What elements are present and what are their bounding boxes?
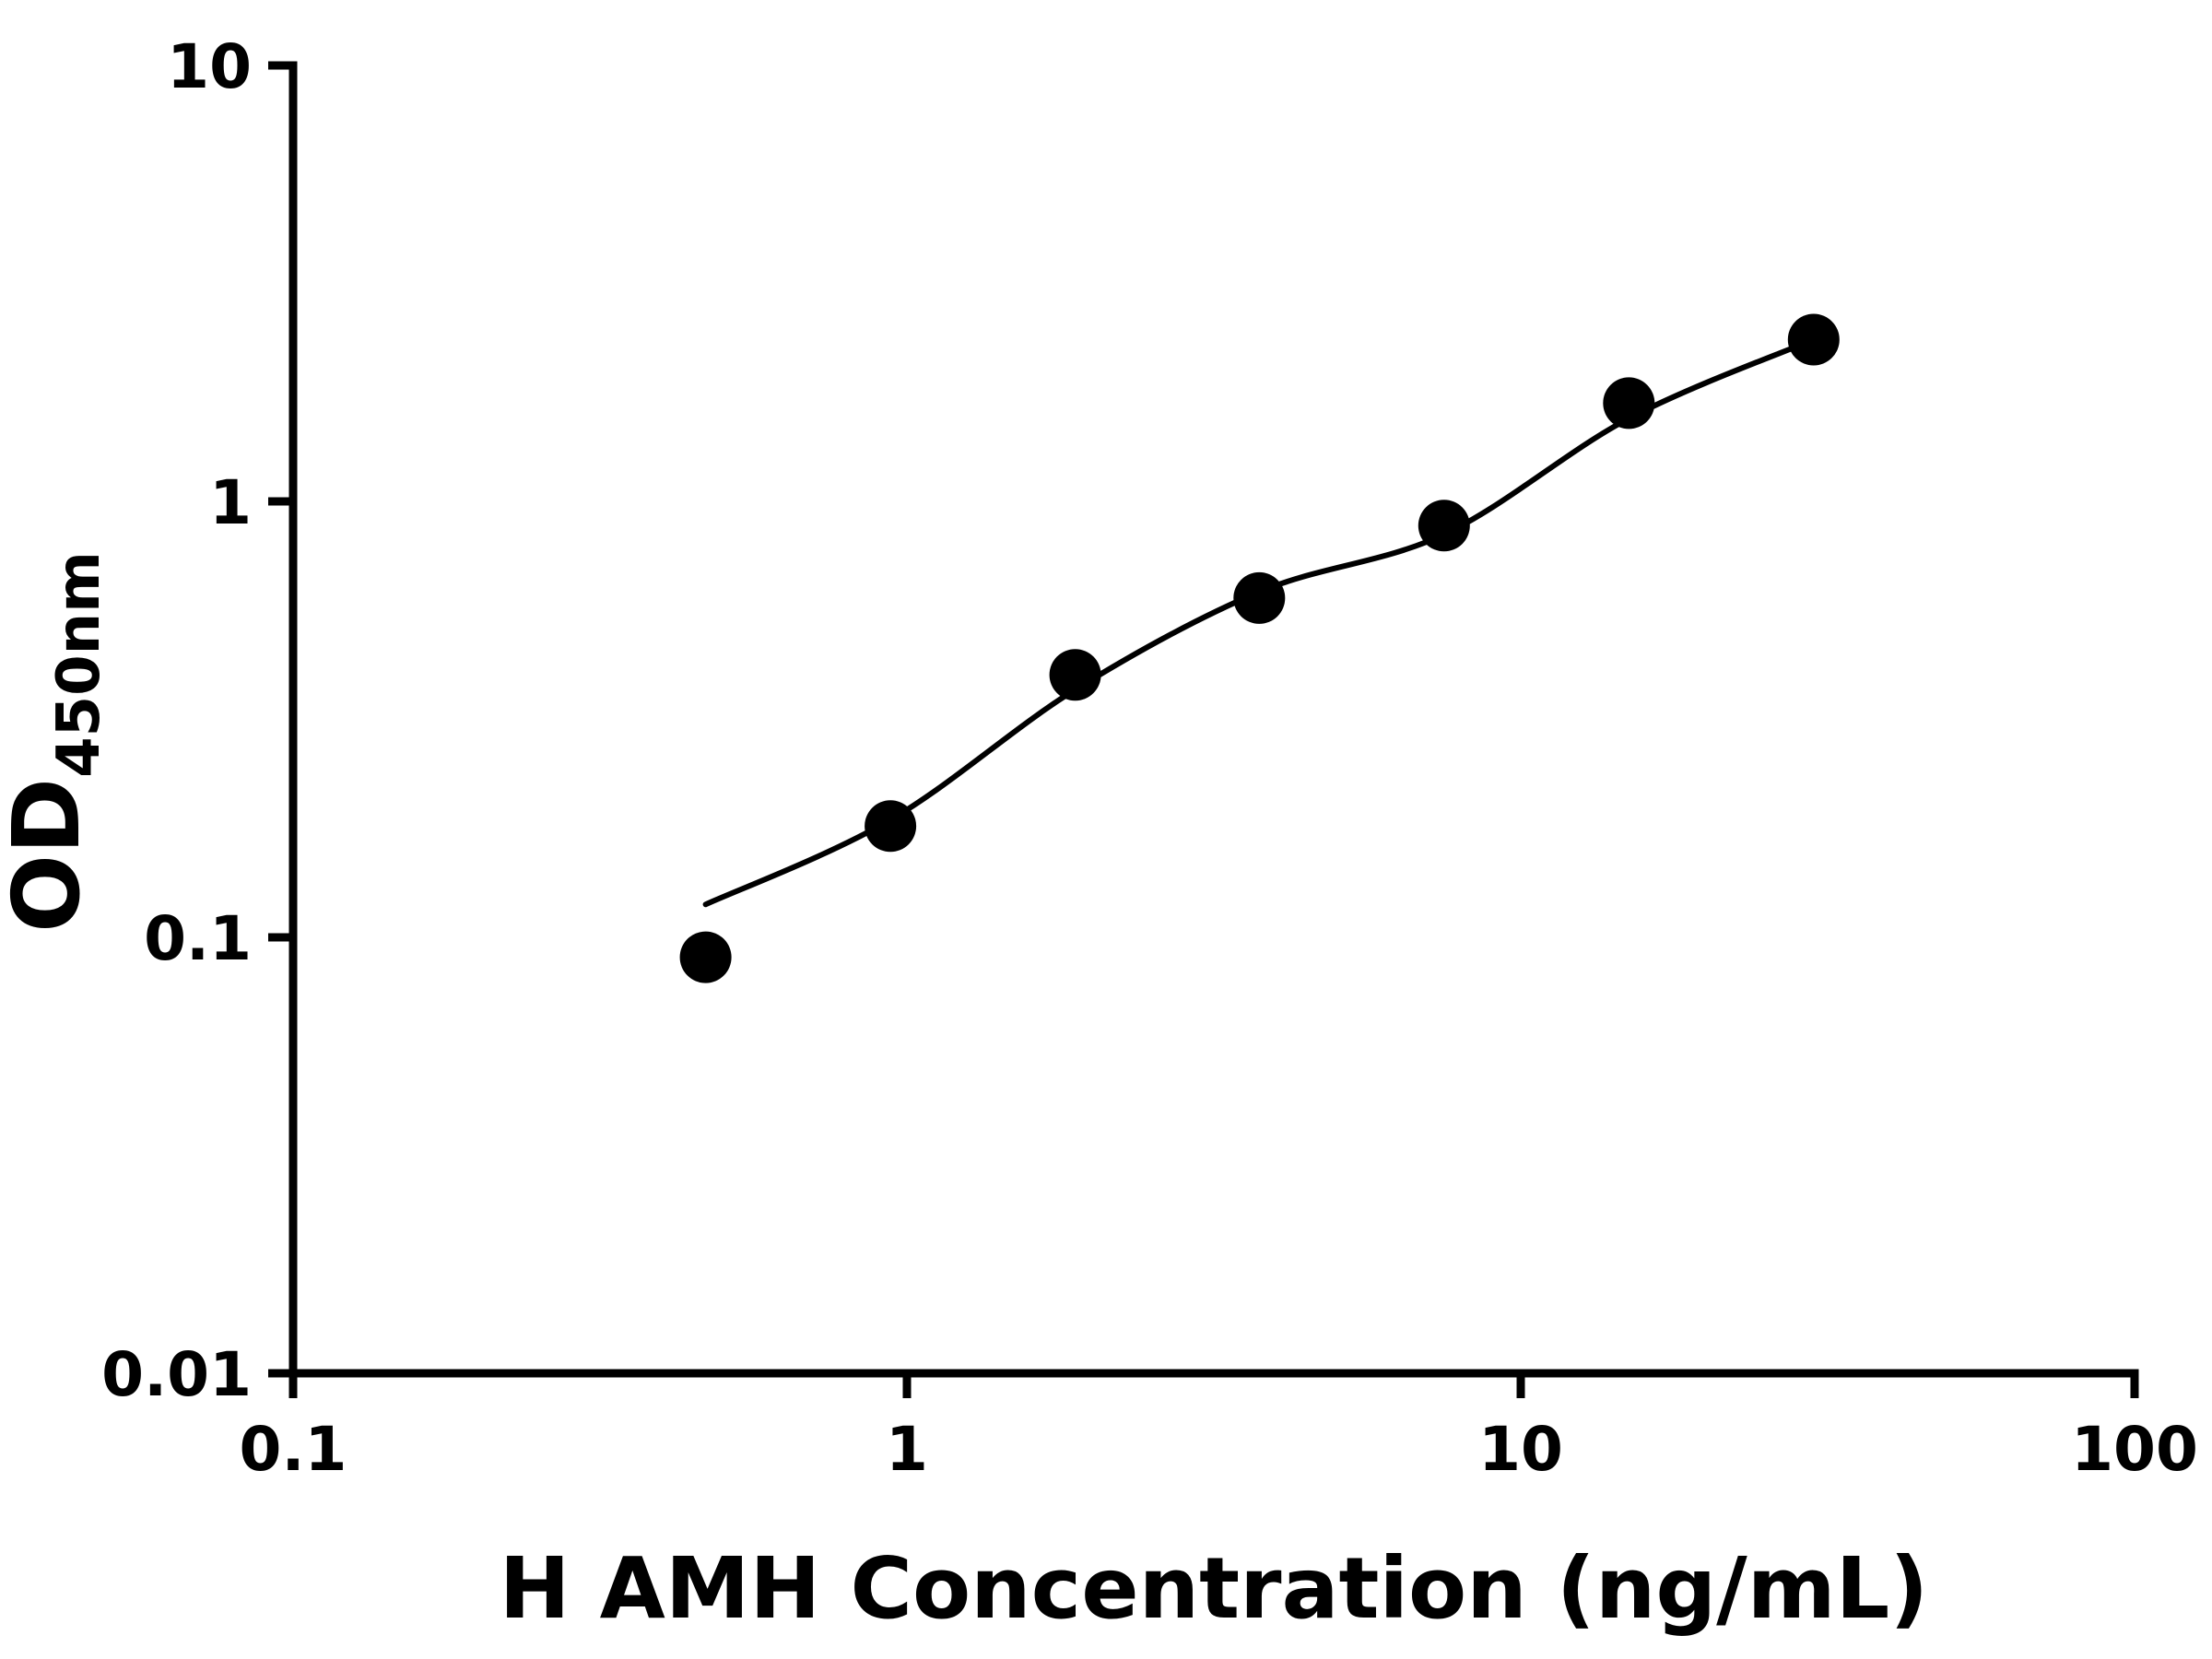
- x-tick-label: 1: [886, 1414, 928, 1485]
- data-point: [1233, 571, 1286, 624]
- axis-spines: [288, 61, 2139, 1378]
- y-tick-label: 0.1: [144, 903, 252, 974]
- x-axis-title: H AMH Concentration (ng/mL): [500, 1539, 1929, 1638]
- data-point: [1603, 377, 1655, 429]
- y-tick-label: 1: [209, 467, 252, 538]
- data-point: [1787, 313, 1840, 366]
- y-axis-title: OD450nm: [0, 551, 113, 933]
- data-point: [865, 800, 917, 853]
- x-tick-label: 10: [1478, 1414, 1563, 1485]
- x-tick-label: 0.1: [240, 1414, 347, 1485]
- data-point: [679, 931, 732, 983]
- data-point: [1418, 500, 1470, 552]
- data-point: [1049, 649, 1101, 701]
- y-tick-label: 0.01: [101, 1339, 252, 1410]
- x-tick-label: 100: [2071, 1414, 2198, 1485]
- y-tick-label: 10: [167, 31, 252, 102]
